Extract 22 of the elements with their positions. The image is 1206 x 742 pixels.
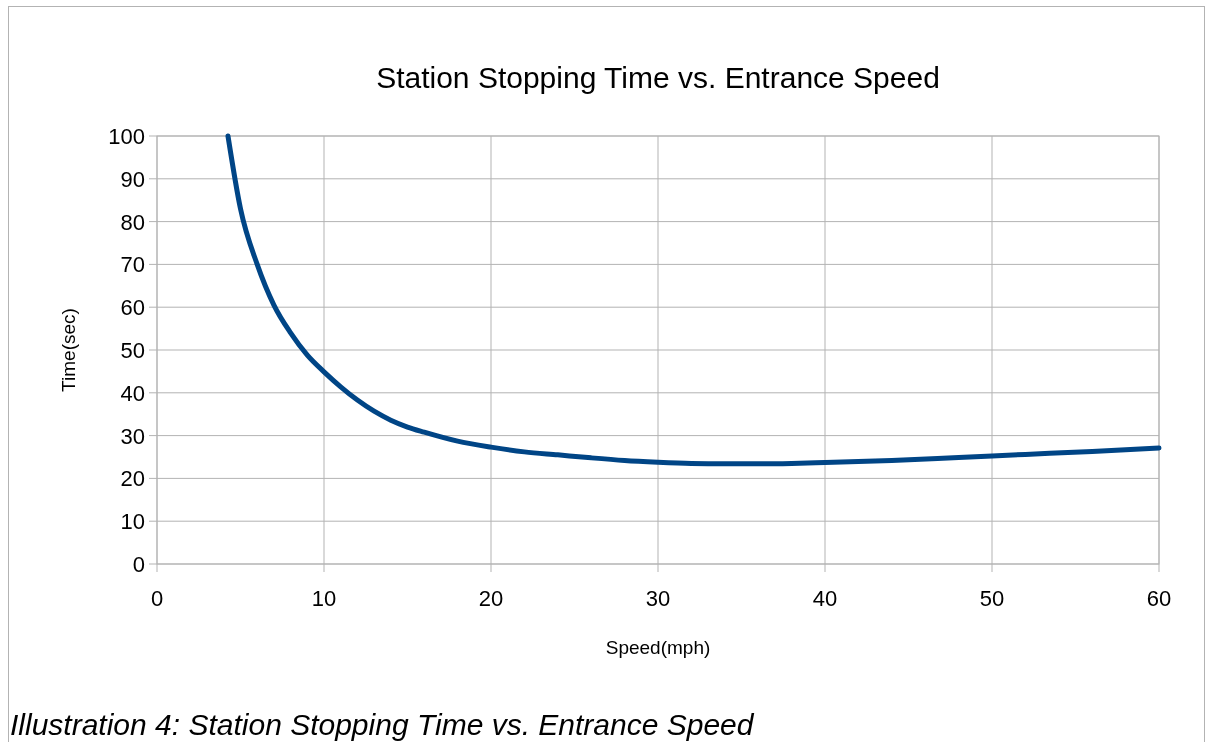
x-tick-label: 50 xyxy=(979,586,1005,611)
x-tick-label: 0 xyxy=(150,586,164,611)
x-axis-title: Speed(mph) xyxy=(605,637,711,658)
y-tick-label: 20 xyxy=(120,466,145,492)
y-tick-label: 90 xyxy=(120,166,145,192)
y-tick-label: 40 xyxy=(120,380,145,406)
y-tick-label: 10 xyxy=(120,509,145,535)
y-tick-label: 80 xyxy=(120,209,145,235)
x-tick-label: 10 xyxy=(311,586,337,611)
y-tick-label: 30 xyxy=(120,423,145,449)
y-tick-label: 100 xyxy=(108,124,145,149)
text: Illustration 4: Station Stopping Time vs. Entrance Speed xyxy=(10,708,755,741)
x-tick-label: 60 xyxy=(1146,586,1172,611)
chart-title: Station Stopping Time vs. Entrance Speed xyxy=(376,61,940,94)
y-tick-label: 70 xyxy=(120,252,145,278)
y-axis-title: Time(sec) xyxy=(58,308,79,392)
y-tick-label: 0 xyxy=(132,552,145,577)
y-tick-label: 50 xyxy=(120,338,145,363)
x-tick-label: 30 xyxy=(645,586,671,611)
y-tick-label: 60 xyxy=(120,295,145,321)
x-tick-label: 40 xyxy=(812,586,838,611)
x-tick-label: 20 xyxy=(478,586,504,611)
